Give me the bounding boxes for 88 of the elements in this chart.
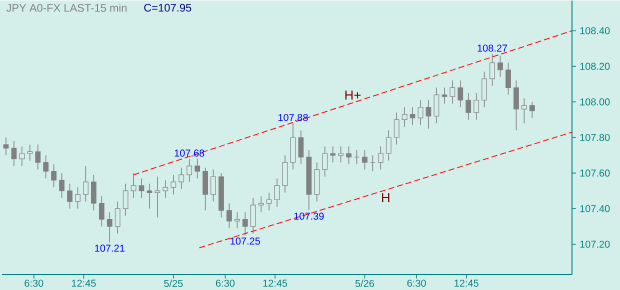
annotation: 107.39 — [294, 212, 324, 220]
candlestick — [250, 197, 256, 234]
y-tick-label: 108.20 — [580, 62, 610, 70]
candlestick — [226, 202, 232, 228]
candlestick — [458, 80, 464, 108]
candlestick — [529, 101, 535, 118]
candlestick — [186, 158, 192, 182]
candlestick — [498, 55, 503, 78]
candlestick — [178, 167, 184, 190]
y-tick-label: 107.60 — [580, 169, 610, 176]
x-tick-label: 5/25 — [164, 279, 183, 287]
candlestick — [146, 183, 152, 209]
candlestick — [202, 167, 208, 211]
candlestick — [194, 158, 200, 179]
y-tick-label: 108.00 — [580, 98, 610, 106]
candlestick — [418, 99, 424, 126]
candlestick — [98, 196, 104, 227]
x-tick-label: 12:45 — [263, 279, 288, 287]
candlestick — [75, 186, 80, 209]
candlestick — [59, 172, 64, 198]
candlestick — [242, 212, 248, 236]
series-label: H+ — [345, 90, 361, 100]
candlestick — [67, 183, 72, 209]
x-tick-label: 12:45 — [72, 279, 96, 287]
candlestick — [35, 144, 41, 170]
candlestick — [410, 106, 416, 126]
x-tick-label: 5/26 — [355, 279, 374, 287]
chart-title: JPY A0-FX LAST-15 min — [6, 3, 127, 12]
annotation: 107.68 — [174, 149, 204, 156]
candlestick — [19, 146, 25, 166]
x-tick-label: 6:30 — [407, 279, 426, 287]
y-tick-label: 107.20 — [580, 240, 610, 248]
candlestick — [170, 174, 176, 195]
candlestick — [322, 146, 328, 177]
candlestick — [114, 200, 120, 234]
candlestick — [490, 53, 495, 86]
x-tick-label: 6:30 — [24, 279, 44, 287]
candlestick — [521, 98, 527, 124]
candlestick — [402, 106, 408, 127]
candlestick — [27, 144, 33, 161]
candlestick — [362, 149, 368, 170]
candlestick — [354, 149, 360, 164]
annotation: 107.88 — [278, 114, 308, 121]
candlestick — [210, 168, 216, 202]
annotation: 107.25 — [230, 237, 260, 244]
candlestick — [90, 174, 96, 211]
candlestick — [426, 99, 432, 129]
candlestick — [434, 87, 440, 124]
chart-subtitle: C=107.95 — [144, 4, 192, 12]
annotation: 108.27 — [478, 44, 508, 52]
candlestick — [298, 130, 304, 164]
candlestick — [346, 146, 352, 164]
candlestick — [162, 180, 168, 198]
x-tick-label: 12:45 — [454, 279, 478, 287]
candlestick — [482, 71, 487, 108]
series-label: H — [382, 192, 390, 202]
candlestick — [43, 154, 49, 179]
candlestick — [466, 92, 472, 120]
candlestick — [122, 183, 128, 216]
candlestick — [282, 154, 288, 193]
candlestick — [506, 62, 511, 95]
y-tick-label: 108.40 — [580, 26, 610, 34]
candlestick — [130, 172, 136, 198]
candlestick — [138, 178, 144, 198]
candlestick — [330, 146, 336, 163]
annotation: 107.21 — [95, 244, 124, 252]
candlestick — [274, 178, 280, 208]
candlestick — [106, 212, 112, 243]
candlestick — [51, 164, 57, 188]
y-tick-label: 107.40 — [580, 204, 610, 212]
candlestick — [378, 146, 384, 170]
candlestick — [234, 212, 240, 228]
candlestick — [450, 80, 456, 104]
candlestick — [514, 80, 519, 131]
candlestick — [394, 112, 400, 145]
candlestick — [370, 154, 376, 172]
candlestick — [266, 192, 272, 211]
candlestick — [442, 87, 448, 104]
candlestick — [258, 196, 264, 212]
candlestick — [11, 140, 17, 166]
candlestick — [83, 165, 88, 202]
candlestick — [154, 176, 160, 218]
x-tick-label: 6:30 — [216, 279, 235, 287]
candlestick — [474, 92, 480, 120]
candlestick — [3, 136, 9, 156]
candlestick — [338, 146, 344, 163]
candlestick — [386, 130, 392, 161]
y-tick-label: 107.80 — [580, 134, 610, 141]
